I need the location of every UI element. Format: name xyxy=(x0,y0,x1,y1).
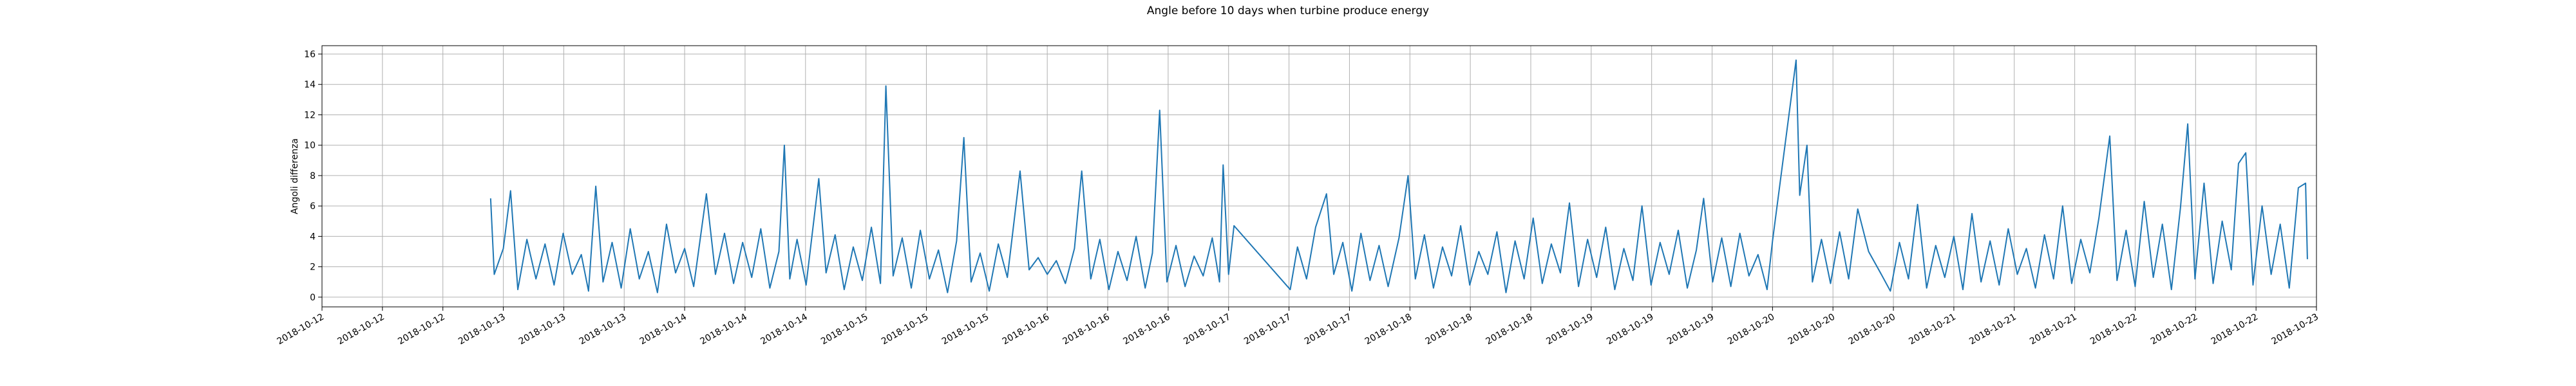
y-tick-label: 16 xyxy=(304,50,316,60)
y-tick-label: 6 xyxy=(310,201,316,212)
y-tick-label: 10 xyxy=(304,141,316,151)
y-axis-label: Angoli differenza xyxy=(290,138,300,214)
y-tick-label: 0 xyxy=(310,293,316,303)
data-line xyxy=(489,59,2308,293)
y-tick-label: 2 xyxy=(310,262,316,273)
chart-title: Angle before 10 days when turbine produc… xyxy=(1147,5,1429,17)
y-tick-label: 12 xyxy=(304,110,316,120)
y-tick-label: 14 xyxy=(304,80,316,90)
y-tick-label: 4 xyxy=(310,232,316,242)
y-tick-label: 8 xyxy=(310,171,316,181)
plot-frame xyxy=(321,45,2317,308)
